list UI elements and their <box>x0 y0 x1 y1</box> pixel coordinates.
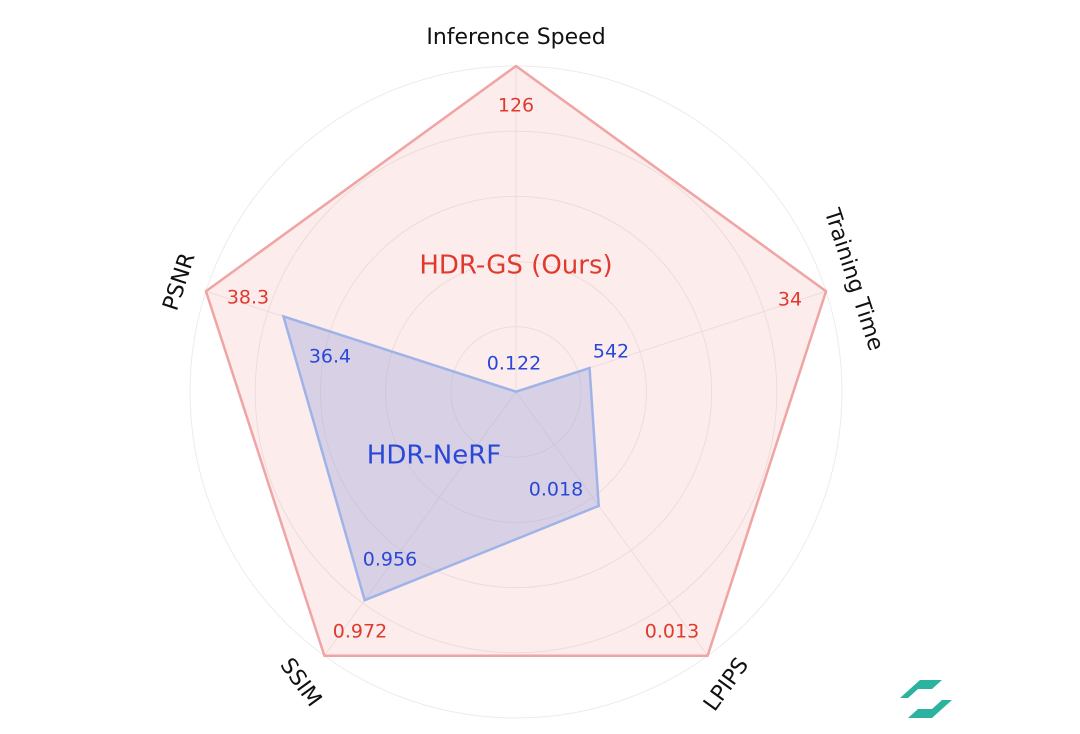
value-label: 0.018 <box>529 479 583 501</box>
value-label: 0.122 <box>487 353 541 375</box>
value-label: 0.956 <box>363 549 417 571</box>
axis-name: Training Time <box>818 205 888 354</box>
value-label: 0.013 <box>645 621 699 643</box>
value-label: 36.4 <box>309 346 351 368</box>
series-area <box>281 314 601 602</box>
series-area <box>204 64 828 657</box>
spoke <box>515 391 709 657</box>
value-label: 38.3 <box>227 287 269 309</box>
axis-name: PSNR <box>159 250 201 314</box>
value-label: 34 <box>778 289 802 311</box>
value-label: 542 <box>593 341 629 363</box>
axis-name: SSIM <box>275 654 327 712</box>
value-label: 126 <box>498 95 534 117</box>
site-logo <box>900 680 952 718</box>
spoke <box>323 391 517 657</box>
axis-name: Inference Speed <box>426 25 605 50</box>
axis-name: LPIPS <box>699 653 754 716</box>
value-label: 0.972 <box>333 621 387 643</box>
series-name: HDR-NeRF <box>367 441 501 471</box>
series-name: HDR-GS (Ours) <box>419 251 612 281</box>
